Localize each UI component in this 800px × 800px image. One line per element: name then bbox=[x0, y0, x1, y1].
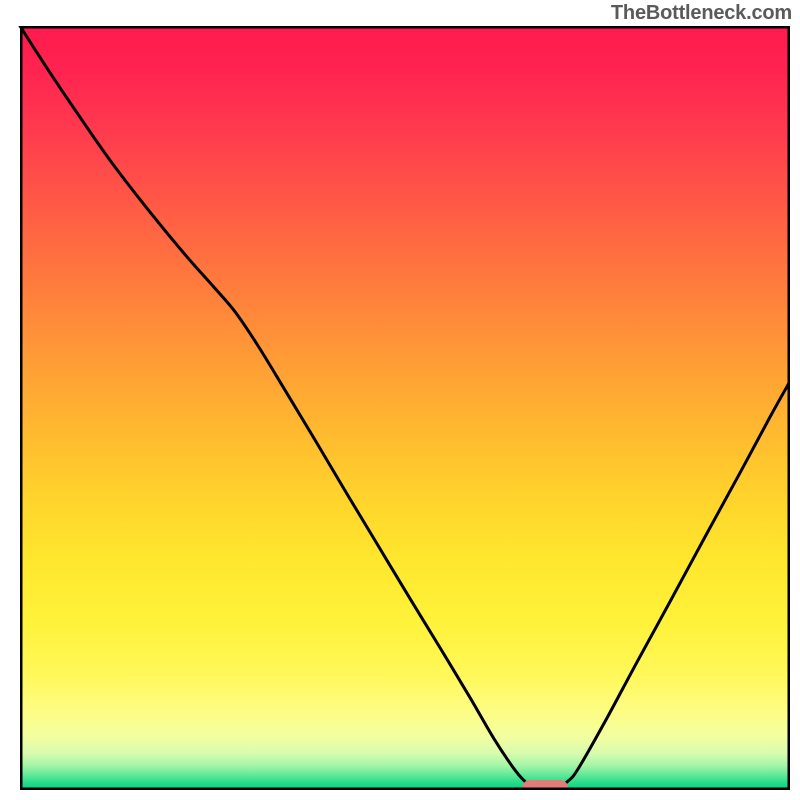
plot-svg bbox=[10, 26, 790, 790]
watermark-text: TheBottleneck.com bbox=[611, 0, 792, 26]
stage: TheBottleneck.com bbox=[0, 0, 800, 800]
plot-area bbox=[10, 26, 790, 790]
gradient-background bbox=[20, 26, 790, 790]
